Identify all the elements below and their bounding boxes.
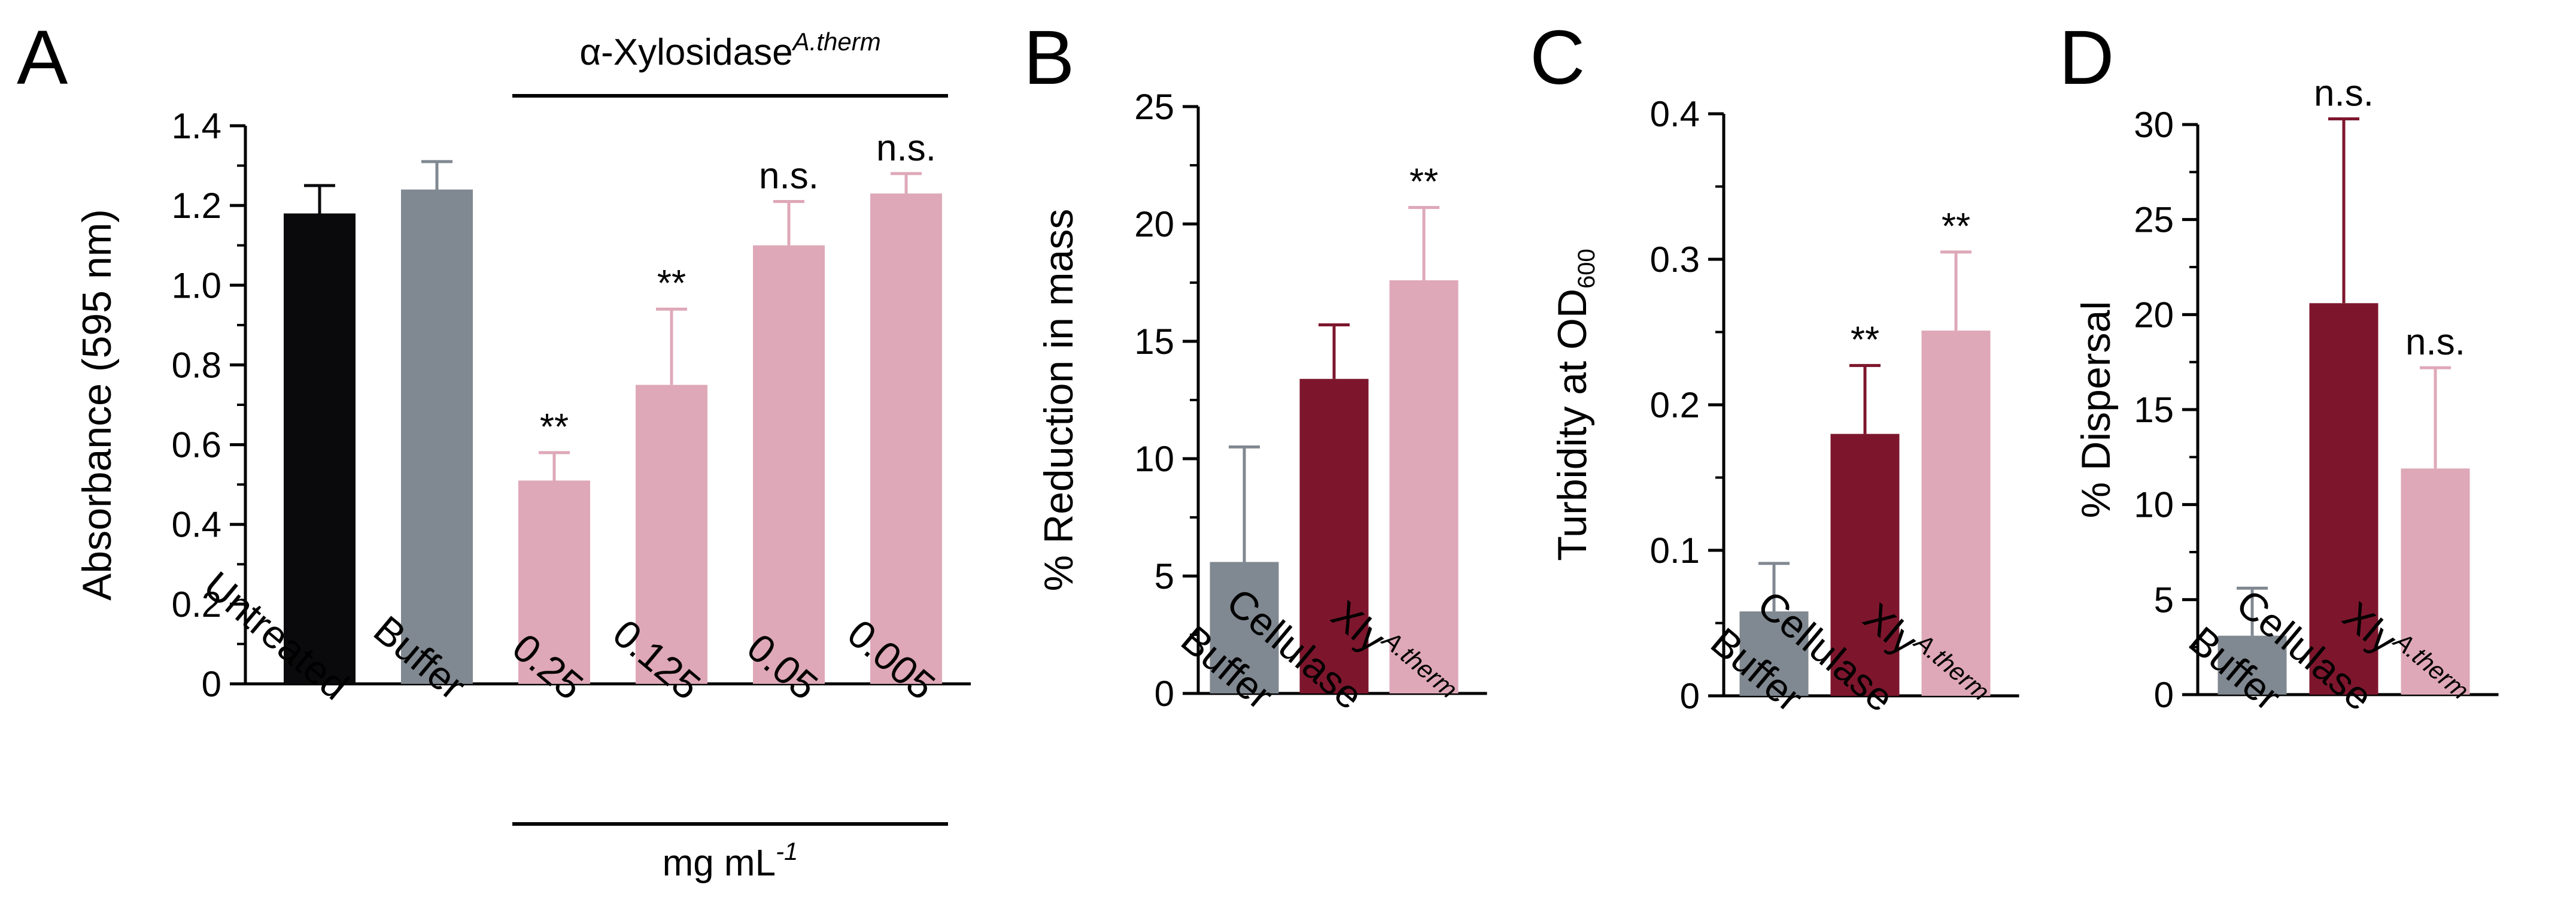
panel-letter: D [2059,15,2114,101]
panel-letter: C [1530,15,1585,101]
y-axis-label-subscript: 600 [1573,249,1600,289]
y-axis-label-text: % Reduction in mass [1036,209,1082,592]
y-tick-label: 0 [202,664,221,704]
top-bracket-label-text: α-Xylosidase [579,32,792,73]
bottom-bracket-label: mg mL-1 [663,837,798,884]
y-axis-label: % Reduction in mass [1036,209,1082,592]
y-tick-label: 30 [2134,105,2174,145]
y-tick-label: 0.4 [172,505,221,545]
bar [518,480,590,684]
y-axis-label-text: Absorbance (595 nm) [74,209,120,601]
y-tick-label: 25 [2134,200,2174,240]
panel-letter: B [1023,15,1074,101]
bottom-bracket-label-text: mg mL [663,843,776,884]
bar [284,213,356,684]
panel-letter: A [17,15,68,101]
bar [2309,303,2378,695]
bar [2401,468,2470,695]
y-tick-label: 10 [1134,439,1174,479]
y-tick-label: 0.2 [172,584,221,625]
bar [1739,611,1809,696]
y-tick-label: 5 [2154,580,2174,620]
top-bracket-superscript: A.therm [791,28,881,56]
significance-label: n.s. [876,128,936,169]
y-tick-label: 1.0 [172,265,221,305]
y-tick-label: 15 [1134,322,1174,362]
y-tick-label: 0 [2154,675,2174,715]
panel-a: A 0 0.2 0.4 0.6 0.8 1.0 1.2 1.4 Absorbance (595 n… [17,15,971,884]
significance-label: ** [1942,206,1970,247]
y-axis-label: Absorbance (595 nm) [74,209,120,601]
y-tick-label: 1.4 [172,106,221,146]
bar [1299,378,1369,693]
bar [1921,331,1991,696]
significance-label: n.s. [759,155,819,196]
significance-label: ** [1851,319,1879,360]
y-axis-label-text: % Dispersal [2073,301,2119,519]
top-bracket-label: α-XylosidaseA.therm [579,28,880,73]
y-axis-label: Turbidity at OD600 [1550,249,1600,560]
bar [1830,434,1900,696]
bar [870,193,942,684]
y-tick-label: 0.8 [172,345,221,385]
bar [1210,562,1279,693]
y-tick-label: 0.6 [172,425,221,465]
y-tick-label: 1.2 [172,186,221,226]
y-tick-label: 0.1 [1650,531,1700,571]
y-tick-label: 0 [1155,674,1174,714]
y-tick-label: 10 [2134,485,2174,525]
y-tick-label: 20 [1134,204,1174,244]
significance-label: ** [657,263,686,304]
bar [636,384,707,684]
y-tick-label: 15 [2134,390,2174,430]
bar [1389,280,1459,694]
significance-label: n.s. [2405,322,2465,363]
significance-label: ** [540,407,569,448]
y-tick-label: 25 [1134,87,1174,127]
y-tick-label: 0.4 [1650,94,1700,134]
bar [401,189,473,684]
bar [2217,635,2287,695]
significance-label: ** [1409,162,1438,203]
bottom-bracket-superscript: -1 [776,837,798,865]
y-tick-label: 0.3 [1650,240,1700,280]
y-tick-label: 20 [2134,295,2174,335]
y-tick-label: 5 [1155,556,1174,596]
bar [753,245,825,684]
significance-label: n.s. [2314,72,2374,114]
y-axis-label-text: Turbidity at OD [1550,289,1595,561]
y-tick-label: 0 [1680,676,1700,716]
y-axis-label: % Dispersal [2073,301,2119,519]
y-tick-label: 0.2 [1650,385,1700,425]
